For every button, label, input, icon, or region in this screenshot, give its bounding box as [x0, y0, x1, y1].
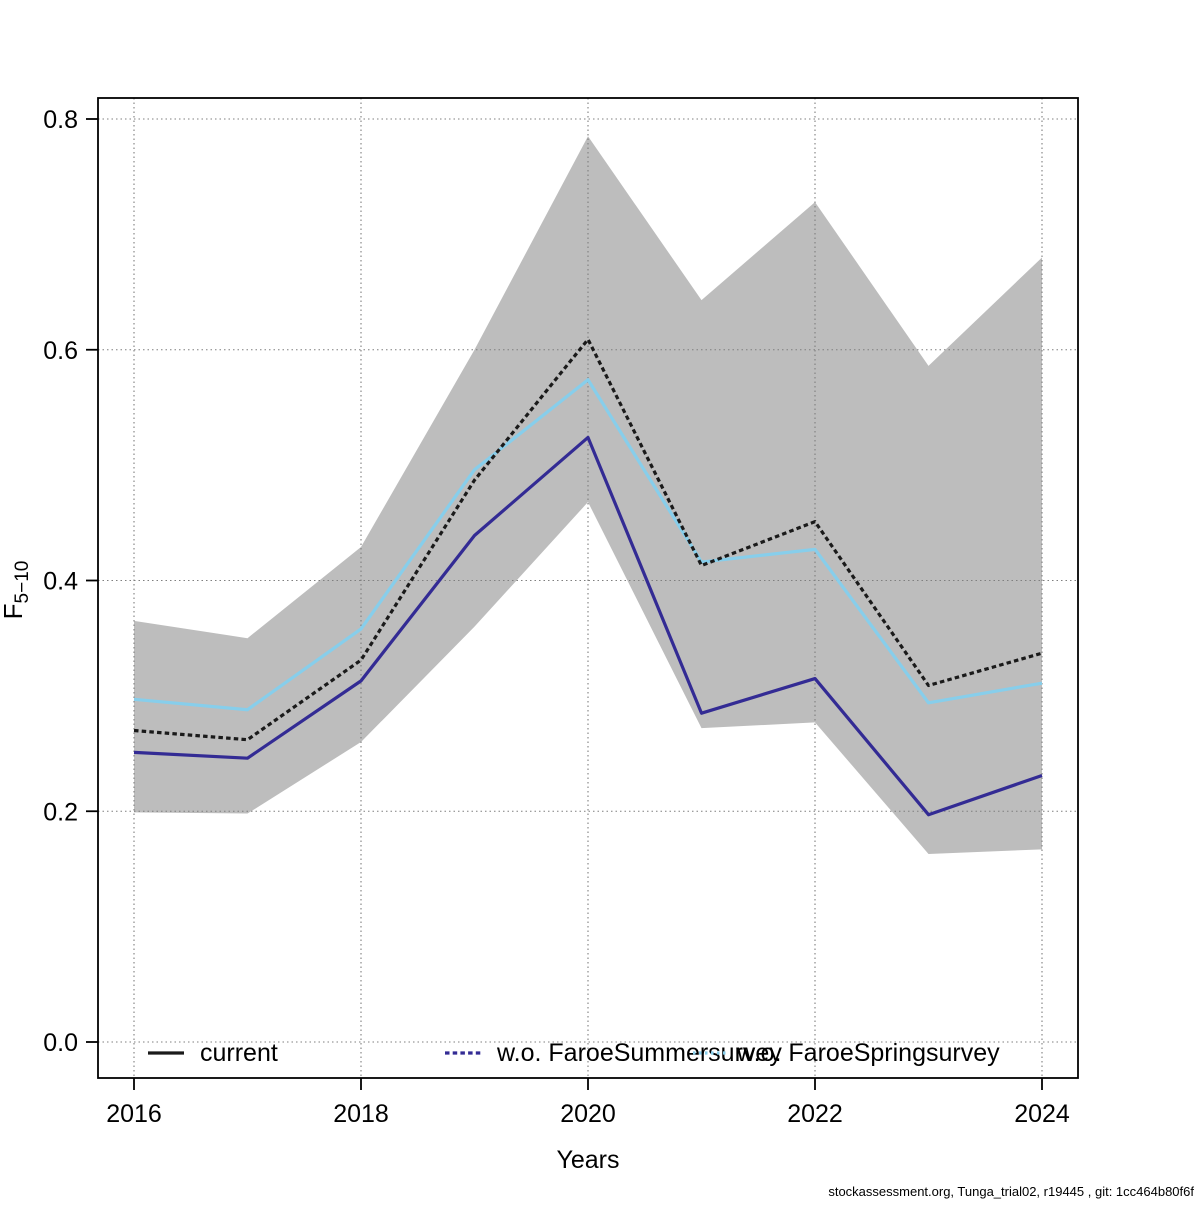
x-tick-label: 2016: [106, 1100, 162, 1128]
legend-item: current: [148, 1039, 278, 1067]
y-tick-label: 0.8: [43, 106, 78, 134]
series-line-w-o-faroesummersurvey: [133, 435, 1043, 817]
x-axis-title: Years: [556, 1146, 619, 1174]
y-tick-label: 0.4: [43, 568, 78, 596]
axis-ticks-layer: [86, 118, 1043, 1090]
legend-label: w.o. FaroeSummersurvey: [496, 1039, 782, 1067]
x-tick-label: 2020: [560, 1100, 616, 1128]
x-tick-label: 2018: [333, 1100, 389, 1128]
footer-attribution: stockassessment.org, Tunga_trial02, r194…: [828, 1184, 1194, 1199]
y-axis-title: F5−10: [0, 561, 33, 620]
series-line-w-o-faroespringsurvey: [133, 378, 1043, 712]
series-layer: [133, 337, 1043, 817]
y-axis-title-main: F: [0, 603, 28, 619]
x-tick-label: 2022: [787, 1100, 843, 1128]
y-tick-label: 0.6: [43, 337, 78, 365]
gridline-layer: [98, 98, 1078, 1078]
legend-label: current: [200, 1039, 278, 1067]
y-tick-label: 0.2: [43, 798, 78, 826]
y-tick-label: 0.0: [43, 1029, 78, 1057]
axis-tick-labels-layer: 2016 2018 2020 2022 2024 0.0 0.2 0.4 0.6 0.8: [43, 106, 1070, 1128]
legend-label: w.o. FaroeSpringsurvey: [736, 1039, 1000, 1067]
y-axis-title-subscript: 5−10: [12, 561, 33, 604]
legend-item: w.o. FaroeSummersurvey: [445, 1039, 782, 1067]
legend-item: w.o. FaroeSpringsurvey: [693, 1039, 1000, 1067]
x-tick-label: 2024: [1014, 1100, 1070, 1128]
